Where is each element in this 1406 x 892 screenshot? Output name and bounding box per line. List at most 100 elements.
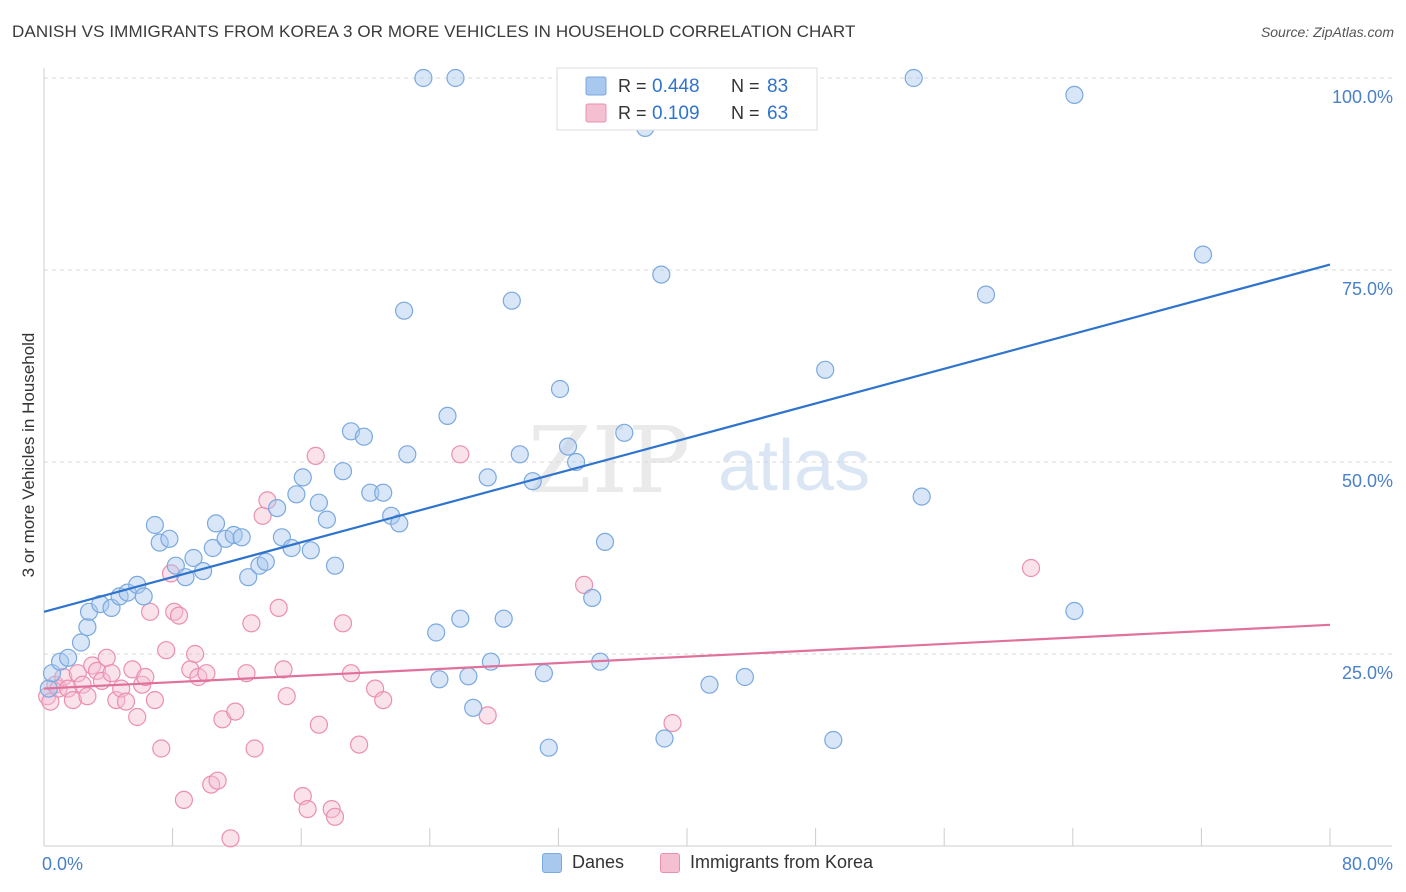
data-point: [128, 707, 147, 727]
data-point: [309, 715, 328, 734]
axes: [43, 68, 1392, 847]
data-point: [160, 529, 179, 548]
data-point: [136, 667, 155, 687]
data-point: [354, 427, 373, 446]
data-point: [256, 552, 275, 571]
data-point: [446, 68, 465, 88]
data-point: [301, 541, 320, 560]
data-point: [451, 445, 470, 464]
data-point: [494, 609, 513, 628]
legend-swatch-korea: [660, 852, 680, 873]
data-point: [574, 575, 594, 595]
data-point: [63, 690, 83, 710]
data-point: [141, 602, 160, 621]
data-point: [1065, 85, 1084, 105]
data-point: [186, 644, 205, 664]
data-point: [1193, 245, 1213, 264]
y-axis-label: 3 or more Vehicles in Household: [19, 333, 38, 578]
data-point: [258, 491, 277, 510]
data-point: [427, 623, 446, 642]
y-tick-label: 50.0%: [1342, 471, 1393, 491]
legend-n-label-1: N =: [731, 76, 760, 96]
y-tick-labels: 25.0% 50.0% 75.0% 100.0%: [1332, 87, 1393, 683]
legend-r-label-1: R =: [618, 76, 647, 96]
data-point: [550, 379, 570, 399]
data-point: [1065, 601, 1084, 621]
x-tick-label: 0.0%: [42, 854, 83, 874]
data-point: [174, 790, 193, 810]
data-point: [152, 739, 171, 758]
data-point: [912, 487, 931, 506]
data-point: [134, 587, 153, 606]
y-tick-label: 100.0%: [1332, 87, 1393, 107]
legend-n-label-2: N =: [731, 103, 760, 123]
source-label: Source: ZipAtlas.com: [1260, 24, 1394, 40]
data-point: [169, 606, 189, 625]
bottom-legend: Danes Immigrants from Korea: [0, 852, 1406, 878]
legend-label-danes: Danes: [572, 852, 625, 872]
data-point: [615, 423, 634, 442]
chart-title: DANISH VS IMMIGRANTS FROM KOREA 3 OR MOR…: [12, 22, 856, 41]
data-point: [478, 706, 497, 725]
data-point: [197, 664, 216, 683]
data-point: [398, 445, 417, 464]
data-point: [293, 468, 312, 487]
data-point: [1021, 558, 1041, 578]
data-point: [221, 829, 240, 848]
data-point: [116, 692, 136, 711]
data-point: [374, 483, 393, 502]
data-point: [735, 667, 755, 687]
data-point: [325, 556, 345, 575]
y-tick-label: 25.0%: [1342, 663, 1393, 683]
data-point: [102, 664, 121, 683]
legend-swatch-danes: [542, 852, 562, 873]
watermark: ZIP atlas: [528, 407, 870, 514]
watermark-atlas: atlas: [718, 426, 870, 506]
data-point: [208, 771, 227, 790]
data-point: [663, 713, 682, 733]
data-point: [145, 515, 164, 535]
data-point: [282, 538, 301, 558]
data-point: [150, 533, 169, 552]
watermark-zip: ZIP: [528, 407, 690, 514]
legend-swatch-danes: [585, 76, 607, 96]
data-point: [269, 598, 288, 618]
data-point: [145, 690, 164, 710]
data-point: [325, 807, 345, 826]
data-point: [41, 692, 60, 711]
data-point: [245, 739, 264, 758]
data-point: [652, 265, 671, 284]
data-point: [395, 301, 414, 320]
stats-legend: R = 0.448 N = 83 R = 0.109 N = 63: [556, 67, 818, 131]
legend-n-value-1: 83: [767, 76, 788, 97]
data-point: [478, 468, 497, 487]
data-point: [464, 698, 483, 717]
data-point: [68, 664, 87, 683]
data-point: [655, 729, 674, 748]
data-point: [73, 675, 92, 694]
data-point: [558, 437, 578, 456]
trend-line: [43, 623, 1331, 690]
data-point: [510, 445, 529, 464]
data-points: [38, 68, 1213, 848]
data-point: [451, 609, 470, 628]
data-point: [306, 446, 325, 465]
data-point: [350, 735, 369, 754]
data-point: [361, 483, 380, 502]
data-point: [595, 532, 615, 552]
y-tick-label: 75.0%: [1342, 279, 1393, 299]
data-point: [54, 667, 73, 687]
data-point: [317, 510, 336, 529]
data-point: [78, 687, 97, 706]
data-point: [333, 462, 353, 481]
legend-item-korea: Immigrants from Korea: [660, 852, 873, 873]
legend-r-value-2: 0.109: [652, 103, 700, 124]
data-point: [816, 360, 835, 379]
data-point: [83, 656, 102, 675]
x-tick-label: 80.0%: [1342, 854, 1393, 874]
data-point: [287, 485, 306, 504]
data-point: [184, 548, 203, 568]
data-point: [206, 514, 226, 533]
data-point: [242, 614, 261, 633]
legend-label-korea: Immigrants from Korea: [690, 852, 874, 872]
